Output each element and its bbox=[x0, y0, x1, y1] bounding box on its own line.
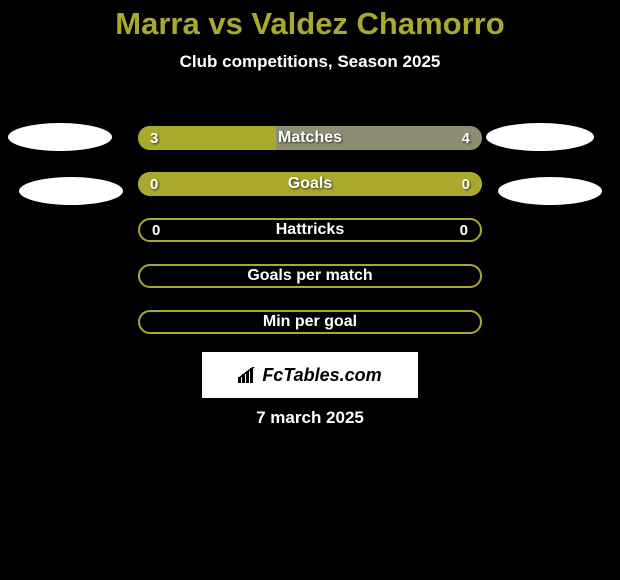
subtitle: Club competitions, Season 2025 bbox=[0, 52, 620, 72]
bars-icon bbox=[238, 367, 258, 383]
stat-label: Goals per match bbox=[140, 266, 480, 286]
brand-box: FcTables.com bbox=[202, 352, 418, 398]
stat-row-hattricks: 00Hattricks bbox=[138, 218, 482, 242]
comparison-bars: 34Matches 00Goals 00Hattricks Goals per mat… bbox=[138, 126, 482, 356]
avatar-left-1 bbox=[19, 177, 123, 205]
avatar-right-1 bbox=[498, 177, 602, 205]
date-label: 7 march 2025 bbox=[0, 408, 620, 428]
stat-label: Matches bbox=[138, 126, 482, 150]
stat-row-goals: 00Goals bbox=[138, 172, 482, 196]
brand-label: FcTables.com bbox=[238, 365, 381, 386]
stat-label: Min per goal bbox=[140, 312, 480, 332]
stat-label: Hattricks bbox=[140, 220, 480, 240]
stat-row-min-per-goal: Min per goal bbox=[138, 310, 482, 334]
stat-row-matches: 34Matches bbox=[138, 126, 482, 150]
avatar-left-0 bbox=[8, 123, 112, 151]
avatar-right-0 bbox=[486, 123, 594, 151]
stat-row-goals-per-match: Goals per match bbox=[138, 264, 482, 288]
stat-label: Goals bbox=[138, 172, 482, 196]
brand-text: FcTables.com bbox=[262, 365, 381, 386]
page-title: Marra vs Valdez Chamorro bbox=[0, 0, 620, 42]
